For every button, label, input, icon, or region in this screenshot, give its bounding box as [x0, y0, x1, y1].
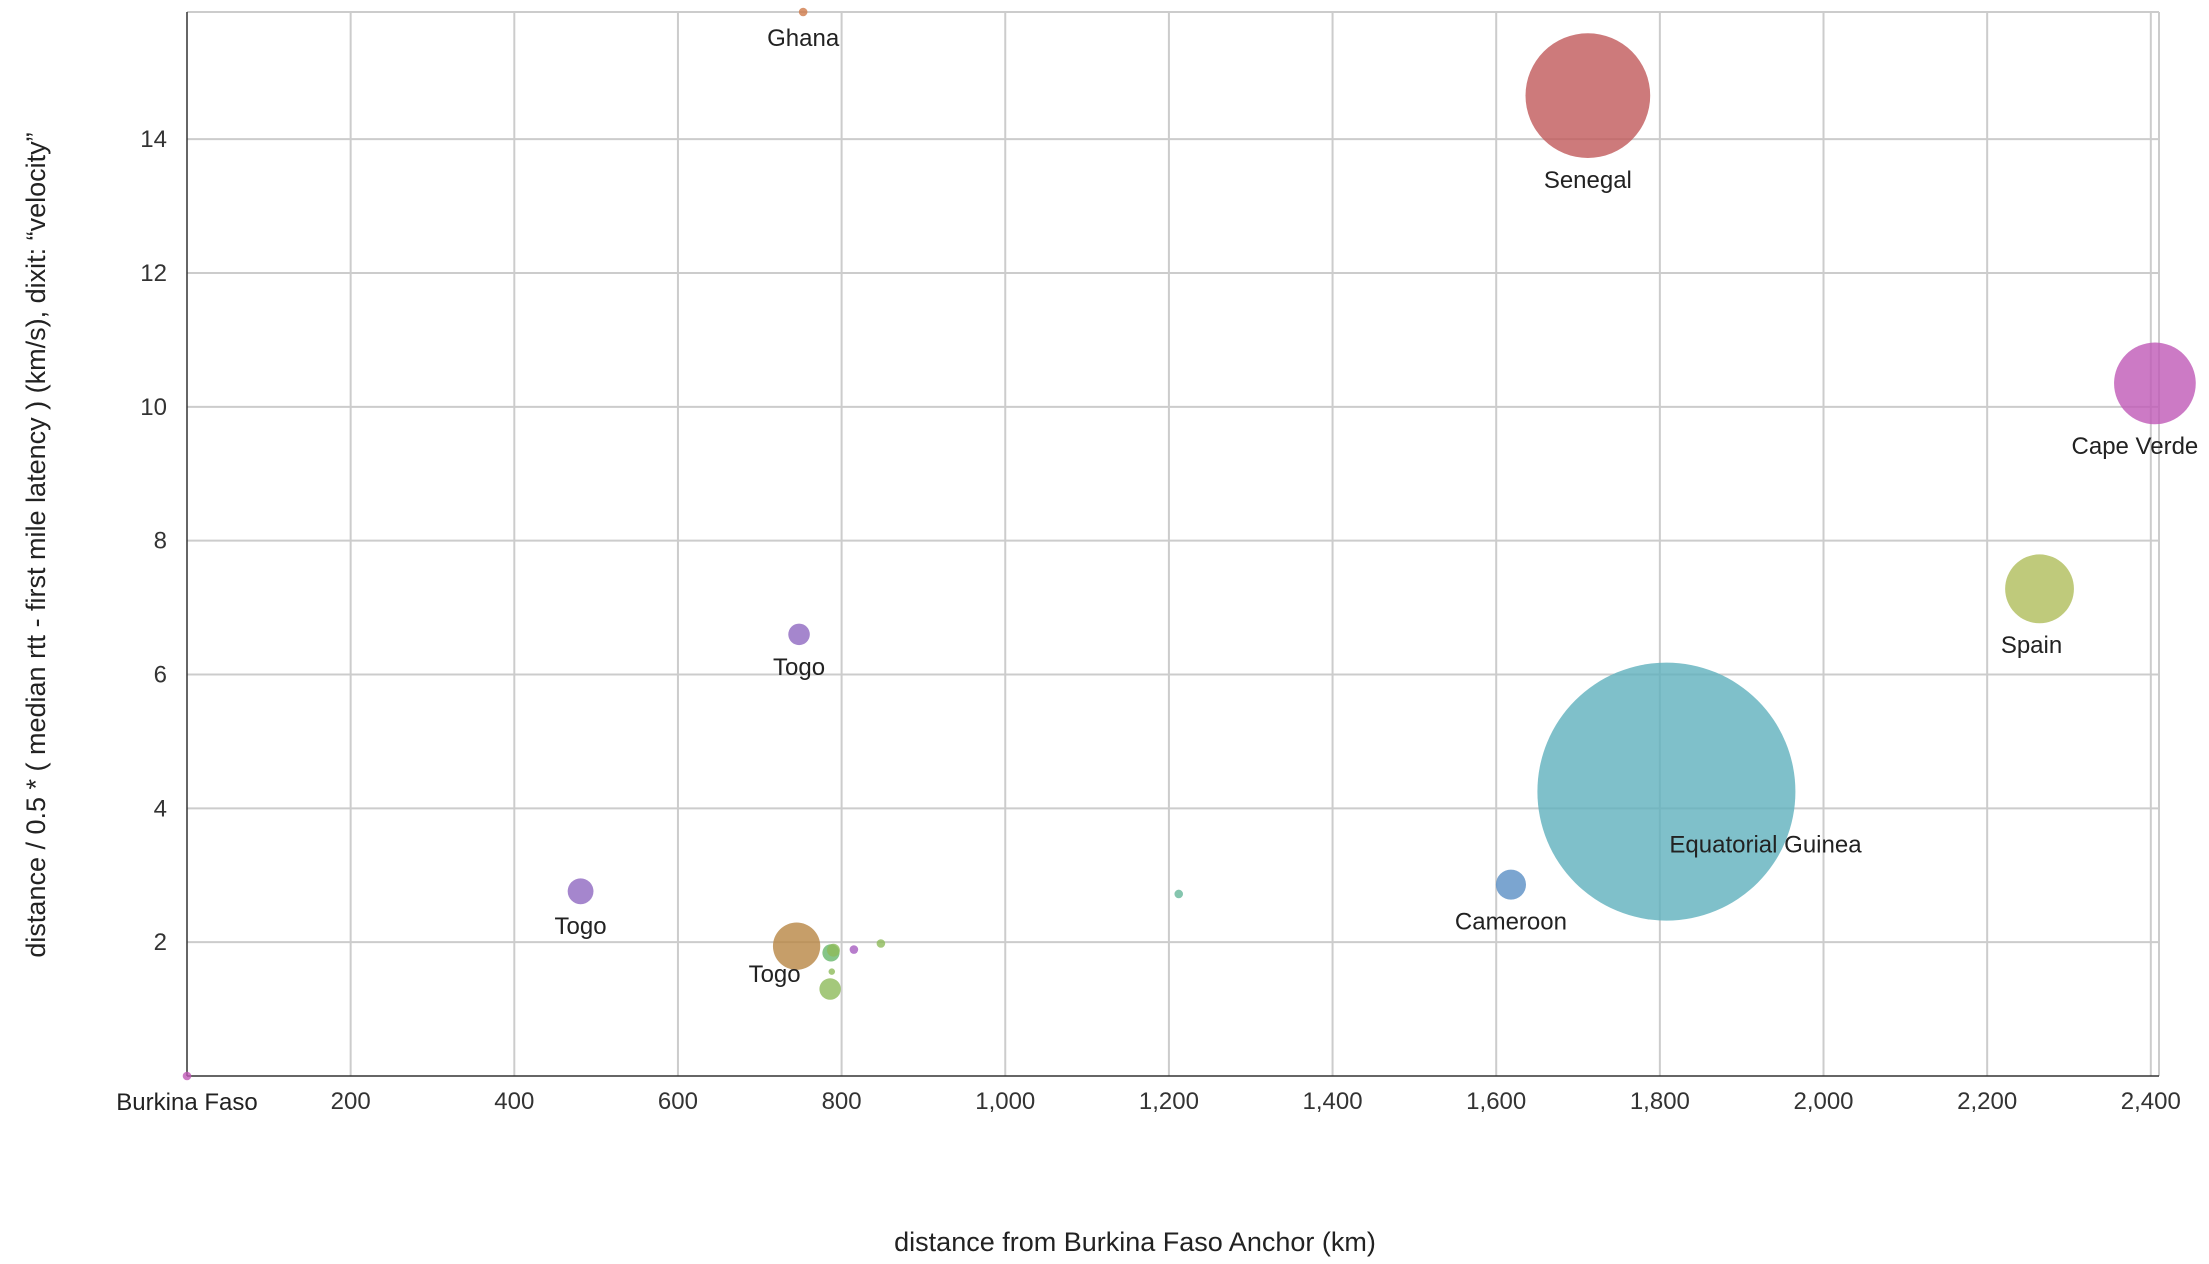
- y-tick-label: 12: [140, 260, 167, 287]
- y-axis-title: distance / 0.5 * ( median rtt - first mi…: [21, 132, 51, 957]
- data-point: [182, 1071, 192, 1081]
- y-tick-label: 2: [154, 929, 167, 956]
- x-tick-label: 1,800: [1630, 1088, 1690, 1115]
- point-label: Burkina Faso: [116, 1089, 257, 1116]
- data-point: [567, 878, 594, 905]
- data-point: [788, 623, 810, 646]
- data-point: [876, 939, 886, 948]
- point-label: Ghana: [767, 25, 840, 52]
- data-point: [1537, 662, 1796, 921]
- y-tick-label: 6: [154, 661, 167, 688]
- x-tick-label: 1,400: [1303, 1088, 1363, 1115]
- data-point: [819, 978, 841, 1000]
- point-labels: Equatorial Guinea Senegal Cape Verde Spain T…: [116, 25, 2198, 1116]
- point-label: Cape Verde: [2072, 433, 2199, 460]
- axes: [186, 12, 2159, 1077]
- data-point: [798, 7, 808, 17]
- data-point: [1495, 869, 1526, 900]
- x-tick-label: 1,600: [1466, 1088, 1526, 1115]
- data-point: [826, 943, 840, 957]
- data-point: [1174, 889, 1184, 899]
- data-point: [2114, 342, 2196, 425]
- x-tick-label: 200: [331, 1088, 371, 1115]
- y-tick-label: 10: [140, 394, 167, 421]
- point-label: Togo: [773, 654, 825, 681]
- point-label: Togo: [749, 961, 801, 988]
- data-points: [182, 7, 2196, 1081]
- x-tick-label: 1,000: [975, 1088, 1035, 1115]
- data-point: [2005, 554, 2074, 624]
- x-tick-label: 400: [494, 1088, 534, 1115]
- x-tick-label: 2,000: [1793, 1088, 1853, 1115]
- x-axis-title: distance from Burkina Faso Anchor (km): [894, 1227, 1376, 1257]
- grid: [187, 11, 2160, 1076]
- data-point: [849, 945, 859, 954]
- y-tick-label: 4: [154, 795, 167, 822]
- point-label: Cameroon: [1455, 909, 1567, 936]
- x-tick-label: 2,200: [1957, 1088, 2017, 1115]
- point-label: Senegal: [1544, 167, 1632, 194]
- x-tick-labels: 200 400 600 800 1,000 1,200 1,400 1,600 1,800 2,0…: [331, 1088, 2181, 1115]
- data-point: [828, 968, 836, 975]
- y-tick-label: 14: [140, 126, 167, 153]
- x-tick-label: 1,200: [1139, 1088, 1199, 1115]
- point-label: Equatorial Guinea: [1669, 832, 1862, 859]
- point-label: Togo: [555, 913, 607, 940]
- x-tick-label: 800: [822, 1088, 862, 1115]
- y-tick-label: 8: [154, 528, 167, 555]
- y-tick-labels: 2 4 6 8 10 12 14: [140, 126, 167, 956]
- x-tick-label: 2,400: [2121, 1088, 2181, 1115]
- point-label: Spain: [2001, 632, 2062, 659]
- data-point: [772, 922, 821, 970]
- x-tick-label: 600: [658, 1088, 698, 1115]
- data-point: [1525, 33, 1651, 158]
